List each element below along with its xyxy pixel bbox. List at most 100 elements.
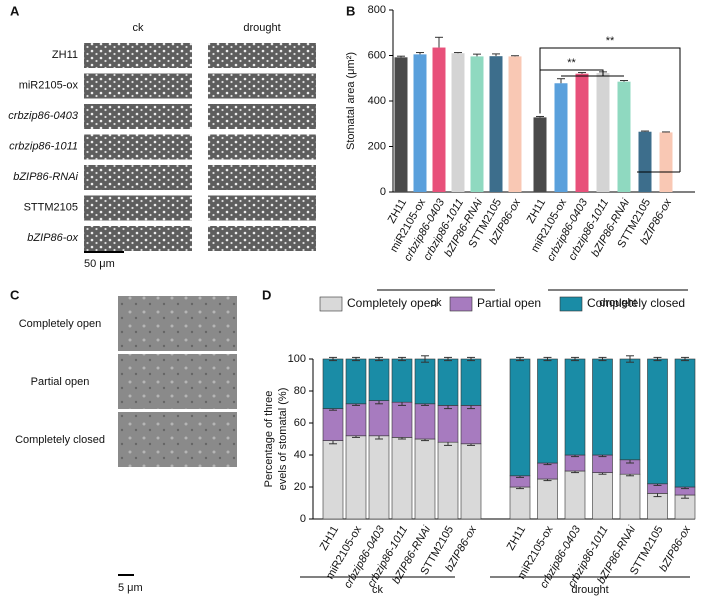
micrograph <box>84 165 192 190</box>
bar-segment <box>619 473 641 520</box>
micrograph <box>84 43 192 68</box>
bar-segment <box>564 454 586 472</box>
row-label: STTM2105 <box>24 201 78 213</box>
bar-segment <box>437 405 459 443</box>
micrograph <box>208 43 316 68</box>
bar <box>489 56 503 193</box>
bar <box>575 73 589 192</box>
panel-label: C <box>10 287 20 302</box>
bar-segment <box>414 403 436 440</box>
micrograph <box>84 134 192 160</box>
legend-swatch <box>319 296 343 312</box>
y-tick-label: 200 <box>368 140 386 152</box>
legend-swatch <box>449 296 473 312</box>
bar-segment <box>460 405 482 445</box>
bar-segment <box>345 403 367 437</box>
row-label: crbzip86-1011 <box>9 140 78 152</box>
bar-segment <box>509 358 531 477</box>
bar <box>596 73 610 192</box>
micrograph <box>208 226 316 251</box>
micrograph <box>84 73 192 99</box>
row-label: bZIP86-RNAi <box>13 171 78 183</box>
y-tick-label: 0 <box>300 513 306 525</box>
bar-segment <box>592 472 613 520</box>
bar-segment <box>592 358 613 456</box>
bar-segment <box>647 358 668 485</box>
legend-swatch <box>559 296 583 312</box>
bar-segment <box>414 438 436 520</box>
legend-label: Partial open <box>477 296 541 310</box>
sem-image <box>118 296 237 351</box>
y-tick-label: 0 <box>380 186 386 198</box>
bar <box>508 56 522 192</box>
bar-segment <box>414 358 436 405</box>
bar-segment <box>564 358 586 456</box>
bar <box>451 53 465 192</box>
legend-label: Completely open <box>347 296 437 310</box>
bar-segment <box>368 400 390 437</box>
bar <box>533 117 547 192</box>
group-label: ck <box>431 297 443 309</box>
y-tick-label: 800 <box>368 4 386 16</box>
y-tick-label: 40 <box>294 449 306 461</box>
bar <box>659 132 673 192</box>
bar-segment <box>564 470 586 520</box>
bar <box>638 131 652 192</box>
bar-segment <box>437 441 459 520</box>
bar-segment <box>537 358 558 464</box>
row-label: crbzip86-0403 <box>8 110 79 122</box>
y-tick-label: 80 <box>294 385 306 397</box>
y-tick-label: 20 <box>294 481 306 493</box>
scale-label: 5 μm <box>118 582 143 594</box>
column-label: drought <box>243 22 280 34</box>
row-label: miR2105-ox <box>19 79 79 91</box>
panel-label: A <box>10 3 20 18</box>
group-label: ck <box>372 584 384 596</box>
significance-label: ** <box>567 57 576 69</box>
micrograph <box>208 195 316 221</box>
row-label: Partial open <box>31 376 90 388</box>
row-label: bZIP86-ox <box>27 232 78 244</box>
bar <box>470 56 484 192</box>
panel-label: D <box>262 287 271 302</box>
bar-segment <box>537 478 558 520</box>
sem-image <box>118 412 237 467</box>
row-label: Completely closed <box>15 434 105 446</box>
y-axis-label: Percentage of three <box>263 391 275 488</box>
y-tick-label: 60 <box>294 417 306 429</box>
y-tick-label: 400 <box>368 95 386 107</box>
micrograph <box>84 195 192 221</box>
sem-image <box>118 354 237 409</box>
bar-segment <box>674 358 696 488</box>
scale-label: 50 μm <box>84 258 115 270</box>
column-label: ck <box>133 22 145 34</box>
bar-segment <box>391 401 413 438</box>
bar-segment <box>322 440 344 520</box>
bar-segment <box>537 462 558 480</box>
micrograph <box>208 165 316 190</box>
micrograph <box>84 226 192 251</box>
bar-segment <box>592 454 613 473</box>
bar <box>394 57 408 192</box>
bar <box>554 83 568 192</box>
micrograph <box>208 73 316 99</box>
bar-segment <box>368 435 390 520</box>
y-axis-label: evels of stomatal (%) <box>277 388 289 491</box>
bar-segment <box>647 493 668 520</box>
y-axis-label: Stomatal area (μm²) <box>345 52 357 150</box>
row-label: ZH11 <box>52 49 78 61</box>
bar-segment <box>322 408 344 441</box>
panel-label: B <box>346 3 355 18</box>
bar-segment <box>368 358 390 401</box>
group-label: drought <box>599 297 636 309</box>
micrograph <box>208 134 316 160</box>
y-tick-label: 100 <box>288 353 306 365</box>
bar-segment <box>345 435 367 520</box>
bar-segment <box>509 486 531 520</box>
bar-segment <box>391 358 413 403</box>
bar-segment <box>391 437 413 520</box>
bar <box>413 54 427 192</box>
bar-segment <box>322 358 344 409</box>
legend-label: Completely closed <box>587 296 685 310</box>
